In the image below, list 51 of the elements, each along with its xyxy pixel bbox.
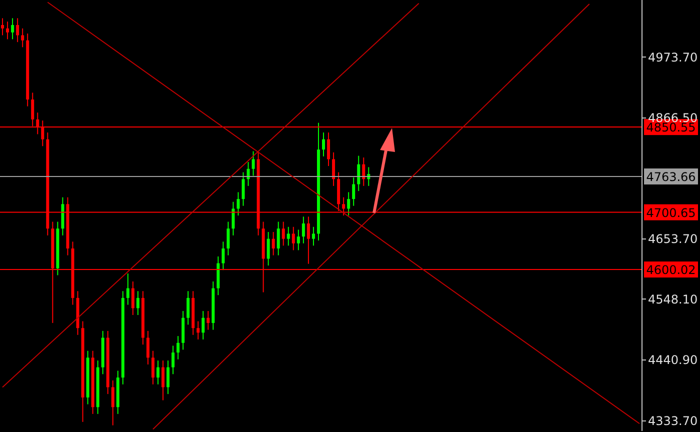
y-tick-label: 4973.70 [648,50,698,64]
candlestick [146,330,150,365]
candlestick [362,157,366,186]
candlestick [357,155,360,192]
candlestick [111,380,114,426]
candlestick [21,28,24,48]
ref-line-label: 4700.65 [646,206,696,220]
candlestick [176,336,180,360]
ref-line-label: 4600.02 [646,263,696,278]
candlestick [6,21,10,40]
y-tick-label: 4440.90 [648,353,698,368]
candlestick [151,350,154,385]
candlestick [296,229,300,251]
candlestick [322,132,325,157]
candlestick [292,226,295,251]
candlestick [352,176,356,206]
candlestick [347,192,350,216]
candlestick [276,221,280,256]
candlestick [131,280,134,316]
candlestick [232,201,235,236]
candlestick [162,360,164,401]
candlestick [1,18,4,36]
candlestick [196,320,200,340]
candlestick [11,18,14,40]
y-tick-label: 4653.70 [648,232,698,246]
candlestick [226,221,230,256]
candlestick [282,221,285,246]
candlestick [172,345,175,375]
candlestick [332,152,336,186]
candlestick [266,231,270,266]
candlestick [16,18,20,43]
candlestick [156,360,160,385]
candlestick [186,290,190,326]
candlestick [286,226,290,246]
candlestick [327,132,330,167]
candlestick [252,150,255,176]
y-tick-label: 4333.70 [648,414,698,428]
candlestick [272,231,275,256]
candlestick [126,272,130,306]
candlestick [312,226,315,246]
candlestick [166,360,170,395]
candlestick [242,172,245,206]
candlestick [306,216,310,264]
candlestick [136,290,140,316]
candlestick [222,241,225,271]
candlestick [236,192,240,216]
candlestick [206,310,210,330]
ref-line-label: 4763.66 [646,170,696,184]
y-tick-label: 4548.10 [648,292,698,306]
candlestick [302,216,305,244]
candlestick [202,310,205,340]
